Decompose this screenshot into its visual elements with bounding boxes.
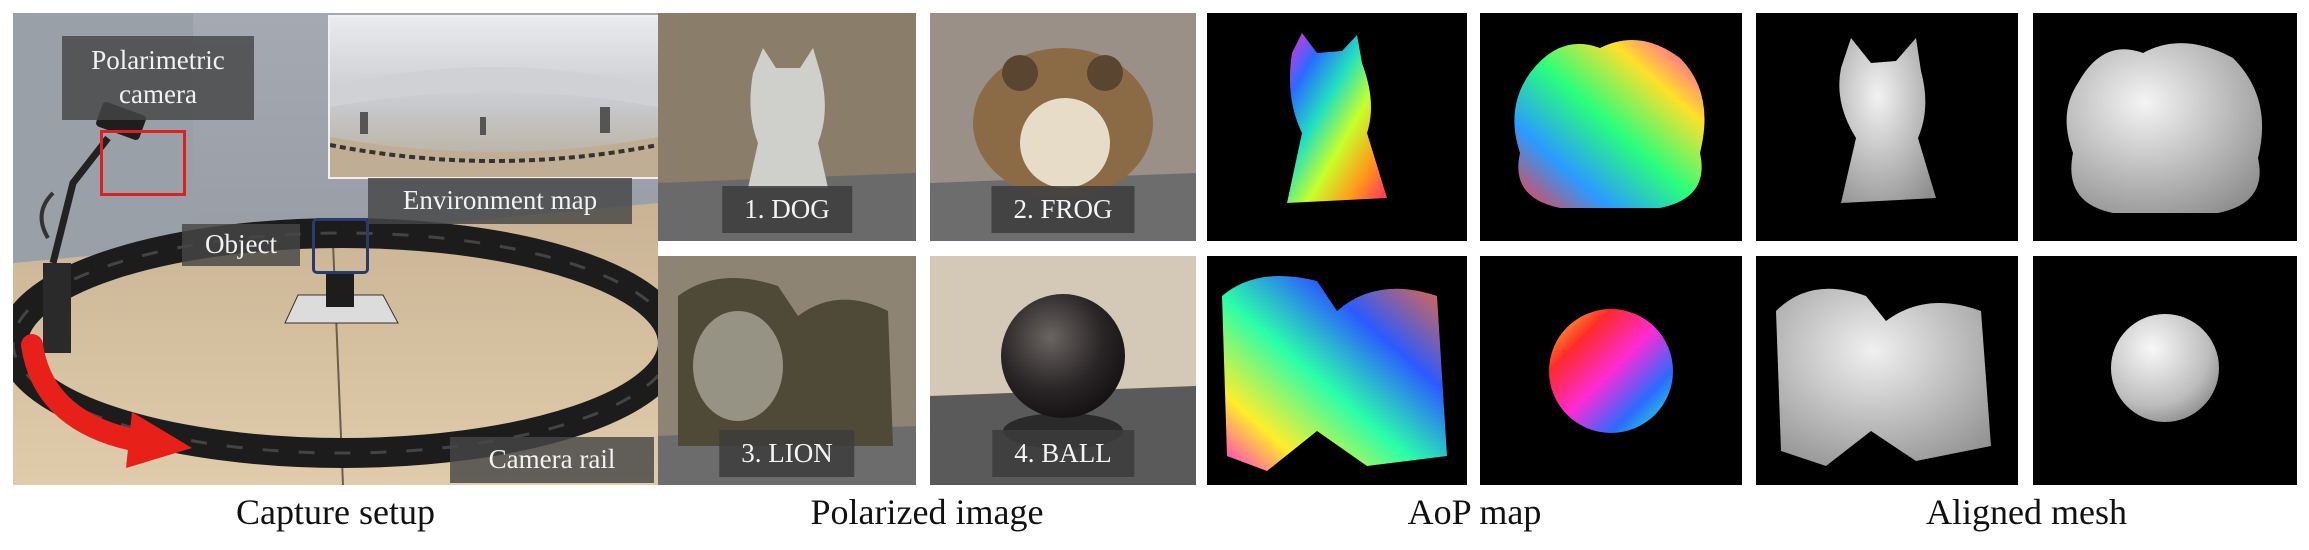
object-label-lion: 3. LION: [719, 430, 855, 477]
object-label-dog: 1. DOG: [722, 186, 852, 233]
aop-map-dog: [1207, 13, 1467, 241]
caption-aligned-mesh: Aligned mesh: [1926, 492, 2127, 532]
object-highlight-box: [312, 218, 369, 274]
polarimetric-camera-label: Polarimetric camera: [62, 36, 254, 120]
aligned-mesh-lion: [1756, 256, 2018, 485]
caption-polarized-image: Polarized image: [810, 492, 1044, 532]
aligned-mesh-frog: [2033, 13, 2297, 241]
camera-highlight-box: [100, 130, 186, 196]
object-label: Object: [182, 224, 300, 266]
object-label-frog: 2. FROG: [991, 186, 1135, 233]
camera-rail-label: Camera rail: [450, 437, 654, 483]
polarized-image-frog: 2. FROG: [930, 13, 1196, 241]
environment-map-label: Environment map: [368, 178, 632, 224]
caption-aop-map: AoP map: [1407, 492, 1542, 532]
aop-map-ball: [1480, 256, 1742, 485]
aop-map-frog: [1480, 13, 1742, 241]
rail-direction-arrow-icon: [21, 334, 192, 468]
aligned-mesh-dog: [1756, 13, 2018, 241]
polarized-image-ball: 4. BALL: [930, 256, 1196, 485]
polarized-image-lion: 3. LION: [658, 256, 916, 485]
caption-capture-setup: Capture setup: [236, 492, 435, 532]
polarized-image-dog: 1. DOG: [658, 13, 916, 241]
object-label-ball: 4. BALL: [992, 430, 1134, 477]
aop-map-lion: [1207, 256, 1467, 485]
environment-map-inset: [328, 15, 660, 179]
aligned-mesh-ball: [2033, 256, 2297, 485]
